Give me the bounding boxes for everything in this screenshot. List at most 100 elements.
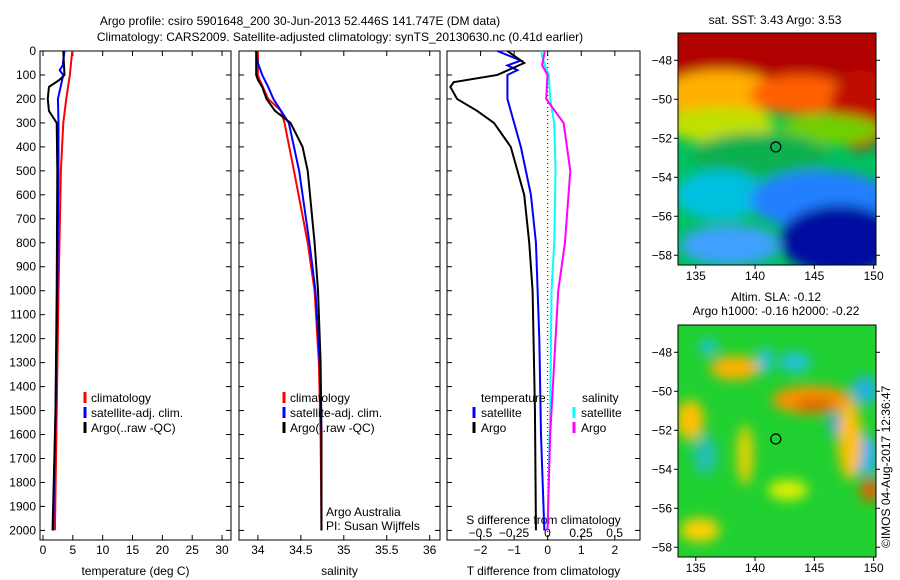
sla-map-title-1: Altim. SLA: -0.12 bbox=[731, 290, 821, 304]
x-axis-label: T difference from climatology bbox=[467, 564, 621, 578]
s-tick-label: 0.5 bbox=[606, 526, 623, 540]
y-tick-label: 1200 bbox=[9, 332, 36, 346]
legend-label: satellite bbox=[581, 406, 622, 420]
y-tick-label: 100 bbox=[16, 68, 36, 82]
title-line-2: Climatology: CARS2009. Satellite-adjuste… bbox=[97, 30, 583, 44]
y-tick-label: 1000 bbox=[9, 284, 36, 298]
y-tick-label: 700 bbox=[16, 212, 36, 226]
map-y-tick-label: −52 bbox=[652, 423, 673, 437]
y-tick-label: 1100 bbox=[10, 308, 36, 322]
legend-label: satellite bbox=[481, 406, 522, 420]
x-tick-label: −1 bbox=[507, 543, 521, 557]
x-tick-label: 1 bbox=[578, 543, 585, 557]
map-y-tick-label: −56 bbox=[652, 209, 673, 223]
legend-label: Argo(..raw -QC) bbox=[290, 421, 375, 435]
x-tick-label: 10 bbox=[96, 543, 110, 557]
s-tick-label: 0 bbox=[544, 526, 551, 540]
series-line-satellite-adj-clim- bbox=[255, 50, 323, 531]
map-y-tick-label: −54 bbox=[652, 462, 673, 476]
map-x-tick-label: 135 bbox=[686, 269, 706, 283]
panel-frame-temperature-profile bbox=[39, 50, 232, 541]
map-y-tick-label: −56 bbox=[652, 501, 673, 515]
imos-credit: ©IMOS 04-Aug-2017 12:36:47 bbox=[879, 385, 893, 548]
series-line-s-argo bbox=[541, 50, 572, 531]
x-tick-label: 35 bbox=[337, 543, 351, 557]
y-tick-label: 2000 bbox=[9, 523, 36, 537]
sla-map-image bbox=[678, 325, 876, 557]
legend-label: climatology bbox=[91, 391, 151, 405]
y-tick-label: 1400 bbox=[9, 380, 36, 394]
series-line-argo-raw-qc- bbox=[46, 50, 66, 531]
argo-location-marker bbox=[770, 433, 782, 445]
map-y-tick-label: −50 bbox=[652, 92, 673, 106]
annotation-text: PI: Susan Wijffels bbox=[326, 519, 420, 533]
y-tick-label: 0 bbox=[29, 44, 36, 58]
map-x-tick-label: 150 bbox=[864, 269, 884, 283]
y-tick-label: 900 bbox=[16, 260, 36, 274]
map-y-tick-label: −54 bbox=[652, 170, 673, 184]
legend-label: satellite-adj. clim. bbox=[290, 406, 382, 420]
legend-label: climatology bbox=[290, 391, 350, 405]
x-tick-label: 0 bbox=[544, 543, 551, 557]
x-axis-label: temperature (deg C) bbox=[81, 564, 189, 578]
legend-label: satellite-adj. clim. bbox=[91, 406, 183, 420]
x-tick-label: 25 bbox=[186, 543, 200, 557]
map-y-tick-label: −52 bbox=[652, 131, 673, 145]
y-tick-label: 1800 bbox=[9, 475, 36, 489]
sst-map-frame bbox=[677, 32, 877, 266]
legend-title-temperature: temperature bbox=[481, 391, 546, 405]
y-tick-label: 1500 bbox=[9, 404, 36, 418]
series-line-t-argo bbox=[449, 50, 537, 531]
y-tick-label: 300 bbox=[16, 116, 36, 130]
s-tick-label: 0.25 bbox=[569, 526, 593, 540]
map-y-tick-label: −50 bbox=[652, 384, 673, 398]
legend-title-salinity: salinity bbox=[582, 391, 619, 405]
x-tick-label: 5 bbox=[69, 543, 76, 557]
y-tick-label: 400 bbox=[16, 140, 36, 154]
argo-location-marker bbox=[770, 141, 782, 153]
panel-frame-difference-profile bbox=[446, 50, 641, 541]
legend-label: Argo bbox=[581, 421, 607, 435]
y-tick-label: 1900 bbox=[9, 499, 36, 513]
x-tick-label: 36 bbox=[423, 543, 437, 557]
s-tick-label: −0.5 bbox=[469, 526, 493, 540]
x-tick-label: 2 bbox=[611, 543, 618, 557]
map-x-tick-label: 145 bbox=[804, 561, 824, 575]
map-y-tick-label: −58 bbox=[652, 540, 673, 554]
y-tick-label: 1600 bbox=[9, 428, 36, 442]
x-tick-label: 20 bbox=[156, 543, 170, 557]
series-line-argo-raw-qc- bbox=[255, 51, 323, 531]
map-y-tick-label: −58 bbox=[652, 248, 673, 262]
y-tick-label: 1700 bbox=[9, 452, 36, 466]
x-tick-label: 34.5 bbox=[289, 543, 313, 557]
legend-label: Argo(..raw -QC) bbox=[91, 421, 176, 435]
map-y-tick-label: −48 bbox=[652, 53, 673, 67]
map-x-tick-label: 140 bbox=[745, 269, 765, 283]
sst-map-title: sat. SST: 3.43 Argo: 3.53 bbox=[709, 13, 842, 27]
panel-frame-salinity-profile bbox=[238, 50, 441, 541]
legend-label: Argo bbox=[481, 421, 507, 435]
sla-map-frame bbox=[677, 324, 877, 558]
series-line-climatology bbox=[53, 50, 74, 531]
x-tick-label: 0 bbox=[40, 543, 47, 557]
map-x-tick-label: 135 bbox=[686, 561, 706, 575]
sla-map-title-2: Argo h1000: -0.16 h2000: -0.22 bbox=[693, 304, 860, 318]
y-tick-label: 200 bbox=[16, 92, 36, 106]
map-x-tick-label: 140 bbox=[745, 561, 765, 575]
title-line-1: Argo profile: csiro 5901648_200 30-Jun-2… bbox=[100, 14, 500, 28]
map-x-tick-label: 150 bbox=[864, 561, 884, 575]
x-tick-label: 34 bbox=[251, 543, 265, 557]
y-tick-label: 1300 bbox=[9, 356, 36, 370]
y-tick-label: 800 bbox=[16, 236, 36, 250]
x-tick-label: −2 bbox=[474, 543, 488, 557]
x-tick-label: 35.5 bbox=[375, 543, 399, 557]
x-axis-label: salinity bbox=[321, 564, 358, 578]
map-y-tick-label: −48 bbox=[652, 345, 673, 359]
sst-map-image bbox=[678, 33, 876, 265]
series-line-t-satellite bbox=[496, 50, 546, 531]
annotation-text: Argo Australia bbox=[326, 505, 401, 519]
map-x-tick-label: 145 bbox=[804, 269, 824, 283]
x-tick-label: 30 bbox=[215, 543, 229, 557]
